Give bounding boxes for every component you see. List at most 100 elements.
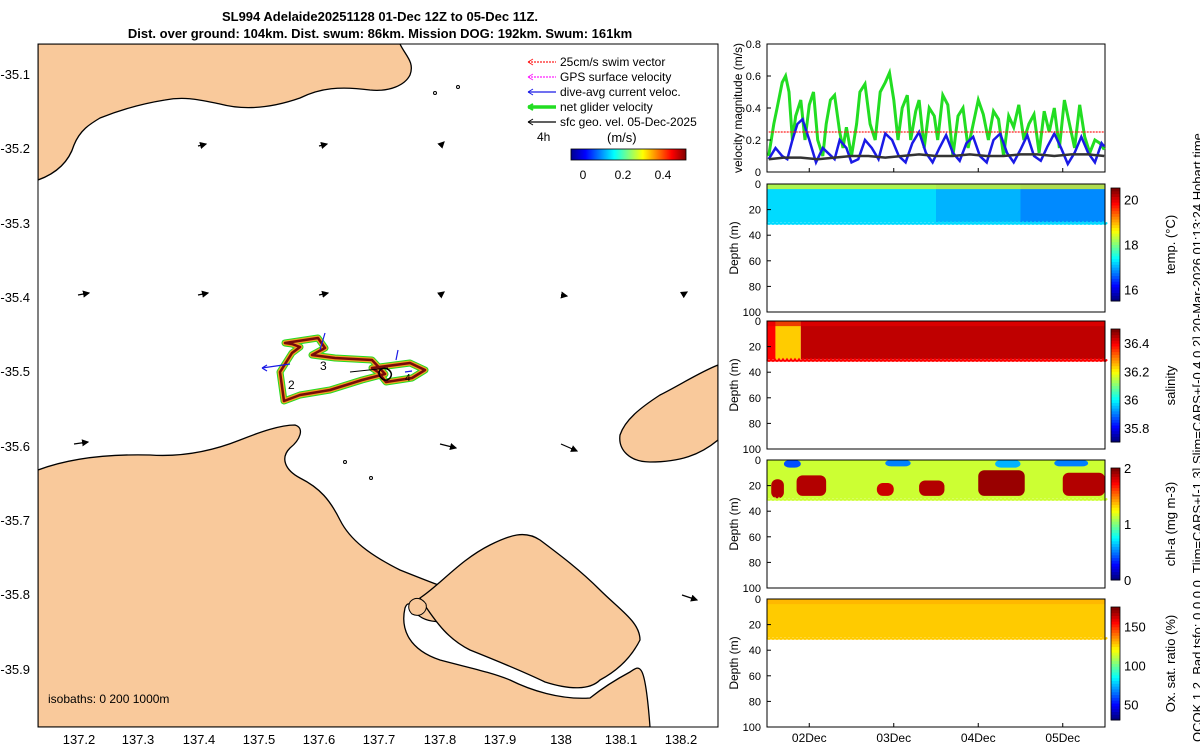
colorbar-step: [1111, 714, 1120, 718]
colorbar-step: [1111, 621, 1120, 625]
lat-tick: -35.7: [0, 513, 30, 528]
colorbar-step: [1111, 331, 1120, 336]
colorbar-step: [1111, 660, 1120, 664]
colorbar-step: [1111, 292, 1120, 296]
colorbar-step: [1111, 717, 1120, 721]
colorbar-tick-label: 16: [1124, 283, 1138, 298]
colorbar-step: [1111, 711, 1120, 715]
colorbar-step: [1111, 683, 1120, 687]
colorbar-step: [1111, 638, 1120, 642]
colorbar-step: [1111, 577, 1120, 581]
colorbar-step: [1111, 549, 1120, 553]
legend-glider-velocity: net glider velocity: [560, 100, 653, 114]
heatmap-surface-layer: [767, 599, 1105, 605]
depth-tick-label: 60: [749, 393, 761, 405]
colorbar-step: [1111, 607, 1120, 611]
profile-edge: [766, 357, 1108, 362]
colorbar-step: [1111, 334, 1120, 338]
colorbar-label: temp. (°C): [1163, 215, 1178, 274]
depth-tick-label: 40: [749, 506, 761, 518]
colorbar-tick-label: 35.8: [1124, 421, 1149, 436]
colorbar-tick-label: 36: [1124, 393, 1138, 408]
lat-tick: -35.8: [0, 587, 30, 602]
colorbar-step: [1111, 688, 1120, 693]
colorbar-step: [1111, 498, 1120, 503]
track-label-3: 3: [320, 359, 327, 373]
heatmap-patch: [796, 475, 827, 496]
processing-note: QCOK 1 2. Bad tsfo: 0 0 0 0. Tlim=CARS+[…: [1190, 133, 1200, 742]
lat-tick: -35.6: [0, 439, 30, 454]
colorbar-step: [1111, 388, 1120, 392]
colorbar-step: [1111, 382, 1120, 386]
depth-tick-label: 100: [743, 307, 761, 319]
colorbar-step: [1111, 247, 1120, 251]
colorbar-step: [1111, 566, 1120, 570]
sfc-velocity-arrows: [73, 141, 699, 602]
colorbar-step: [1111, 233, 1120, 237]
heatmap-patch: [995, 460, 1021, 468]
date-tick-label: 05Dec: [1045, 731, 1080, 745]
colorbar-step: [1111, 196, 1120, 200]
colorbar-tick-1: 0.2: [615, 168, 632, 182]
lat-tick: -35.2: [0, 141, 30, 156]
colorbar-label: Ox. sat. ratio (%): [1163, 615, 1178, 713]
colorbar-step: [1111, 697, 1120, 701]
colorbar-step: [1111, 482, 1120, 486]
depth-tick-label: 100: [743, 583, 761, 595]
profile-edge: [766, 635, 1108, 640]
isobaths-label: isobaths: 0 200 1000m: [48, 692, 169, 706]
lon-tick: 137.7: [363, 732, 396, 747]
colorbar-tick-label: 0: [1124, 573, 1131, 588]
colorbar-step: [1111, 512, 1120, 517]
colorbar-step: [1111, 430, 1120, 435]
colorbar-step: [1111, 436, 1120, 440]
colorbar-step: [1111, 686, 1120, 690]
depth-tick-label: 20: [749, 342, 761, 354]
lon-tick: 137.4: [183, 732, 216, 747]
colorbar-step: [1111, 204, 1120, 209]
colorbar-step: [1111, 663, 1120, 667]
legend-swim-vector: 25cm/s swim vector: [560, 55, 665, 69]
lat-tick: -35.3: [0, 216, 30, 231]
lat-tick: -35.1: [0, 67, 30, 82]
colorbar-step: [1111, 538, 1120, 542]
colorbar-step: [1111, 425, 1120, 429]
colorbar-step: [1111, 626, 1120, 631]
colorbar-step: [1111, 629, 1120, 633]
colorbar-step: [1111, 193, 1120, 197]
map-legend: 25cm/s swim vector GPS surface velocity …: [527, 55, 697, 129]
colorbar-step: [1111, 532, 1120, 536]
colorbar-step: [1111, 396, 1120, 401]
colorbar-step: [1111, 337, 1120, 341]
colorbar-step: [1111, 377, 1120, 381]
depth-tick-label: 0: [755, 594, 761, 606]
colorbar-step: [1111, 439, 1120, 443]
colorbar-step: [1111, 470, 1120, 475]
colorbar-step: [1111, 244, 1120, 248]
heatmap-frame: [766, 459, 1106, 589]
colorbar-step: [1111, 210, 1120, 214]
title-line-1: SL994 Adelaide20251128 01-Dec 12Z to 05-…: [221, 9, 539, 24]
depth-tick-label: 0: [755, 455, 761, 467]
colorbar-step: [1111, 402, 1120, 406]
colorbar-step: [1111, 708, 1120, 713]
depth-tick-label: 40: [749, 230, 761, 242]
colorbar-step: [1111, 479, 1120, 483]
colorbar-step: [1111, 646, 1120, 650]
colorbar-step: [1111, 221, 1120, 226]
heatmap-patch: [876, 483, 894, 496]
depth-tick-label: 20: [749, 481, 761, 493]
lon-tick: 137.6: [303, 732, 336, 747]
colorbar-tick-label: 36.4: [1124, 336, 1149, 351]
colorbar-step: [1111, 615, 1120, 619]
colorbar-step: [1111, 526, 1120, 531]
depth-tick-label: 40: [749, 645, 761, 657]
colorbar-step: [1111, 640, 1120, 645]
land-peninsula: [419, 533, 641, 689]
heatmap-band: [767, 321, 776, 360]
map-frame: [37, 43, 719, 728]
colorbar-step: [1111, 632, 1120, 636]
land-north: [38, 44, 412, 181]
depth-tick-label: 80: [749, 281, 761, 293]
colorbar-step: [1111, 281, 1120, 285]
